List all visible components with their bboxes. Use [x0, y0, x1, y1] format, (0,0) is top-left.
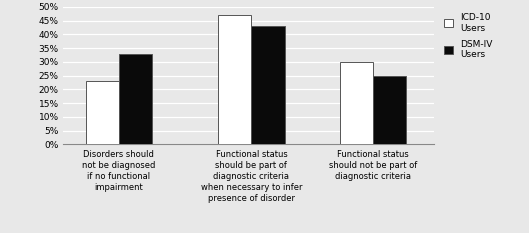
Bar [251, 26, 285, 144]
Bar [118, 54, 152, 144]
Bar [218, 15, 251, 144]
Bar [86, 81, 118, 144]
Bar [340, 62, 373, 144]
Legend: ICD-10
Users, DSM-IV
Users: ICD-10 Users, DSM-IV Users [442, 11, 494, 61]
Bar [373, 76, 406, 144]
